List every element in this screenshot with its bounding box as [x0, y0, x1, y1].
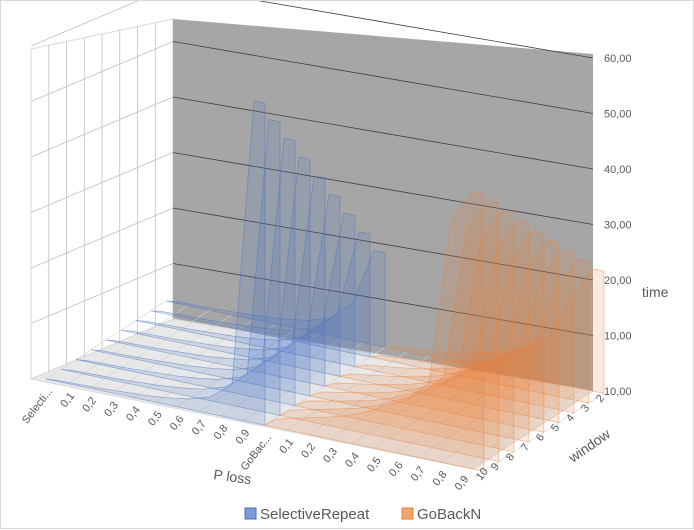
x-tick-label: 0,4: [343, 450, 362, 469]
x-tick-label: 0,6: [168, 413, 187, 432]
depth-tick-label: 10: [474, 466, 491, 483]
area-ribbon-gobackn-window-5: [308, 220, 530, 443]
side-gridline: [30, 1, 139, 47]
back-wall: [173, 19, 593, 391]
z-tick-label: 40,00: [604, 164, 632, 176]
back-gridline: [172, 152, 594, 225]
x-tick-label: 0,5: [146, 409, 165, 428]
back-gridline: [172, 263, 594, 336]
depth-tick-label: 3: [579, 402, 592, 414]
z-tick-label: 20,00: [604, 275, 632, 287]
z-tick-label: 30,00: [604, 220, 632, 232]
area-ribbon-selective-repeat-window-8: [135, 212, 356, 368]
depth-tick-label: 4: [564, 412, 577, 424]
depth-tick-label: 5: [549, 422, 562, 434]
legend-swatch-gobackn: [401, 507, 414, 520]
x-tick-label: 0,3: [321, 446, 340, 465]
z-tick-label: 50,00: [604, 109, 632, 121]
legend-swatch-selective-repeat: [244, 507, 257, 520]
x-tick-label: 0,6: [387, 460, 406, 479]
depth-axis-title: window: [565, 425, 614, 466]
area-ribbon-selective-repeat-window-5: [90, 156, 311, 397]
depth-tick-label: 8: [504, 451, 517, 463]
z-axis-title: time: [642, 284, 669, 300]
area-ribbon-gobackn-window-7: [339, 239, 560, 424]
x-tick-label: 0,8: [431, 469, 450, 488]
x-tick-label: 0,1: [58, 390, 77, 409]
legend: SelectiveRepeat GoBackN: [244, 506, 481, 523]
area-ribbon-selective-repeat-window-3: [60, 119, 281, 416]
legend-label-gobackn: GoBackN: [417, 506, 481, 523]
area-ribbon-selective-repeat-window-9: [150, 231, 371, 358]
back-gridline: [172, 96, 594, 170]
back-gridline: [172, 41, 594, 114]
z-tick-label: 10,00: [604, 331, 632, 343]
area-ribbon-selective-repeat-window-4: [75, 137, 296, 407]
x-tick-label: 0,9: [234, 427, 253, 446]
legend-label-selective-repeat: SelectiveRepeat: [260, 506, 370, 523]
area-ribbon-gobackn-window-6: [324, 229, 545, 433]
x-tick-label: 0,9: [452, 473, 471, 492]
area-ribbon-gobackn-window-4: [293, 210, 515, 453]
area-ribbon-selective-repeat-window-2: [45, 100, 266, 426]
x-tick-label: 0,2: [80, 395, 99, 414]
area-ribbon-gobackn-window-2: [264, 191, 485, 472]
x-tick-label: 0,7: [190, 418, 209, 437]
x-tick-label: 0,4: [124, 404, 143, 423]
area-ribbon-gobackn-window-8: [354, 249, 575, 414]
area-ribbon-selective-repeat-window-10: [165, 250, 386, 348]
back-gridline: [172, 207, 594, 281]
back-gridline: [258, 1, 594, 59]
x-tick-label: 0,1: [277, 437, 296, 456]
x-tick-label: 0,8: [212, 423, 231, 442]
x-tick-label: 0,3: [102, 400, 121, 419]
x-tick-label: 0,7: [409, 464, 428, 483]
depth-tick-label: 9: [489, 461, 502, 473]
x-tick-label: Selecti...: [20, 386, 55, 427]
x-axis-title: P loss: [213, 466, 253, 487]
x-tick-label: 0,5: [365, 455, 384, 474]
area-ribbon-selective-repeat-window-6: [105, 175, 326, 387]
depth-tick-label: 7: [519, 441, 532, 453]
depth-tick-label: 6: [534, 432, 547, 444]
z-tick-label: 60,00: [604, 53, 632, 65]
area-ribbon-selective-repeat-window-7: [120, 193, 341, 377]
x-tick-label: 0,2: [299, 441, 318, 460]
z-tick-label: 10,00: [604, 386, 632, 398]
area-ribbon-gobackn-window-10: [384, 268, 605, 394]
